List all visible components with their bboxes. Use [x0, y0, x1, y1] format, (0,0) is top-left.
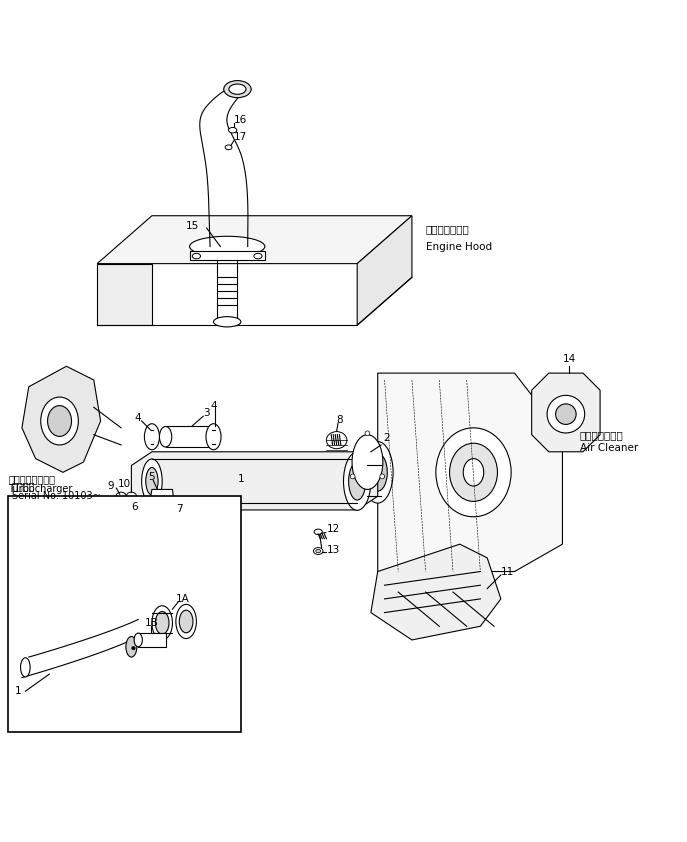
Ellipse shape — [192, 253, 201, 258]
Ellipse shape — [368, 454, 387, 491]
Ellipse shape — [134, 633, 142, 647]
Text: 11: 11 — [501, 567, 514, 577]
Ellipse shape — [254, 253, 262, 258]
Ellipse shape — [190, 237, 264, 257]
Text: Engine Hood: Engine Hood — [426, 242, 492, 252]
Ellipse shape — [350, 474, 355, 479]
Ellipse shape — [362, 441, 393, 504]
Text: 12: 12 — [326, 524, 339, 534]
Text: 15: 15 — [186, 221, 199, 231]
Text: 13: 13 — [326, 545, 339, 555]
Text: 2: 2 — [383, 433, 390, 443]
Ellipse shape — [207, 427, 220, 447]
Text: Serial No. 10103~: Serial No. 10103~ — [12, 491, 100, 501]
Ellipse shape — [224, 81, 251, 98]
Ellipse shape — [463, 459, 484, 486]
Text: 1: 1 — [15, 686, 22, 696]
Text: 4: 4 — [210, 401, 216, 411]
Ellipse shape — [152, 605, 172, 640]
Ellipse shape — [47, 406, 71, 436]
Ellipse shape — [155, 611, 169, 634]
Ellipse shape — [225, 145, 232, 150]
Ellipse shape — [41, 397, 78, 445]
Polygon shape — [97, 216, 412, 264]
Ellipse shape — [214, 317, 241, 327]
Ellipse shape — [132, 647, 135, 650]
Ellipse shape — [326, 432, 347, 449]
Ellipse shape — [556, 404, 576, 424]
Text: 16: 16 — [234, 115, 247, 125]
Ellipse shape — [179, 610, 193, 633]
Ellipse shape — [176, 605, 196, 638]
Polygon shape — [378, 373, 563, 572]
Text: エアークリーナ: エアークリーナ — [580, 429, 623, 440]
Polygon shape — [148, 489, 176, 530]
Text: 1: 1 — [238, 474, 244, 484]
Ellipse shape — [314, 529, 322, 535]
Ellipse shape — [436, 428, 511, 517]
Ellipse shape — [21, 658, 30, 677]
Text: 14: 14 — [563, 354, 576, 365]
Polygon shape — [190, 251, 264, 260]
Text: 適用号機: 適用号機 — [12, 481, 35, 491]
Ellipse shape — [316, 549, 321, 552]
Polygon shape — [138, 633, 166, 647]
Text: 8: 8 — [337, 414, 344, 424]
Text: 4: 4 — [135, 413, 142, 423]
Text: ターボチャージャ: ターボチャージャ — [8, 474, 55, 484]
Ellipse shape — [144, 424, 159, 450]
Ellipse shape — [313, 547, 323, 554]
Ellipse shape — [449, 443, 497, 501]
Polygon shape — [371, 544, 501, 640]
Text: 6: 6 — [131, 502, 138, 512]
Ellipse shape — [136, 514, 144, 520]
Text: 9: 9 — [107, 481, 114, 491]
Text: 10: 10 — [117, 479, 131, 489]
Polygon shape — [166, 427, 214, 447]
Bar — [162, 507, 179, 527]
Text: 17: 17 — [234, 132, 247, 142]
Text: 3: 3 — [203, 408, 210, 418]
Polygon shape — [97, 264, 152, 325]
Polygon shape — [131, 452, 378, 510]
Ellipse shape — [126, 493, 137, 500]
Ellipse shape — [206, 424, 221, 450]
Polygon shape — [532, 373, 600, 452]
Ellipse shape — [229, 127, 237, 133]
Ellipse shape — [352, 434, 383, 489]
Ellipse shape — [126, 637, 137, 657]
Text: Turbocharger: Turbocharger — [8, 484, 73, 494]
Polygon shape — [22, 366, 100, 472]
Bar — [8, 496, 241, 733]
Ellipse shape — [116, 493, 126, 500]
Text: 5: 5 — [148, 472, 155, 482]
Text: Air Cleaner: Air Cleaner — [580, 444, 638, 453]
Ellipse shape — [142, 459, 162, 504]
Ellipse shape — [159, 427, 172, 447]
Text: 1B: 1B — [145, 618, 159, 628]
Ellipse shape — [344, 452, 371, 510]
Ellipse shape — [365, 431, 370, 435]
Ellipse shape — [348, 462, 365, 500]
Ellipse shape — [229, 84, 246, 94]
Polygon shape — [357, 216, 412, 325]
Text: エンジンフード: エンジンフード — [426, 225, 469, 234]
Text: 7: 7 — [176, 504, 183, 514]
Ellipse shape — [146, 467, 158, 495]
Text: 1A: 1A — [176, 594, 190, 604]
Ellipse shape — [547, 396, 585, 433]
Ellipse shape — [380, 474, 385, 479]
